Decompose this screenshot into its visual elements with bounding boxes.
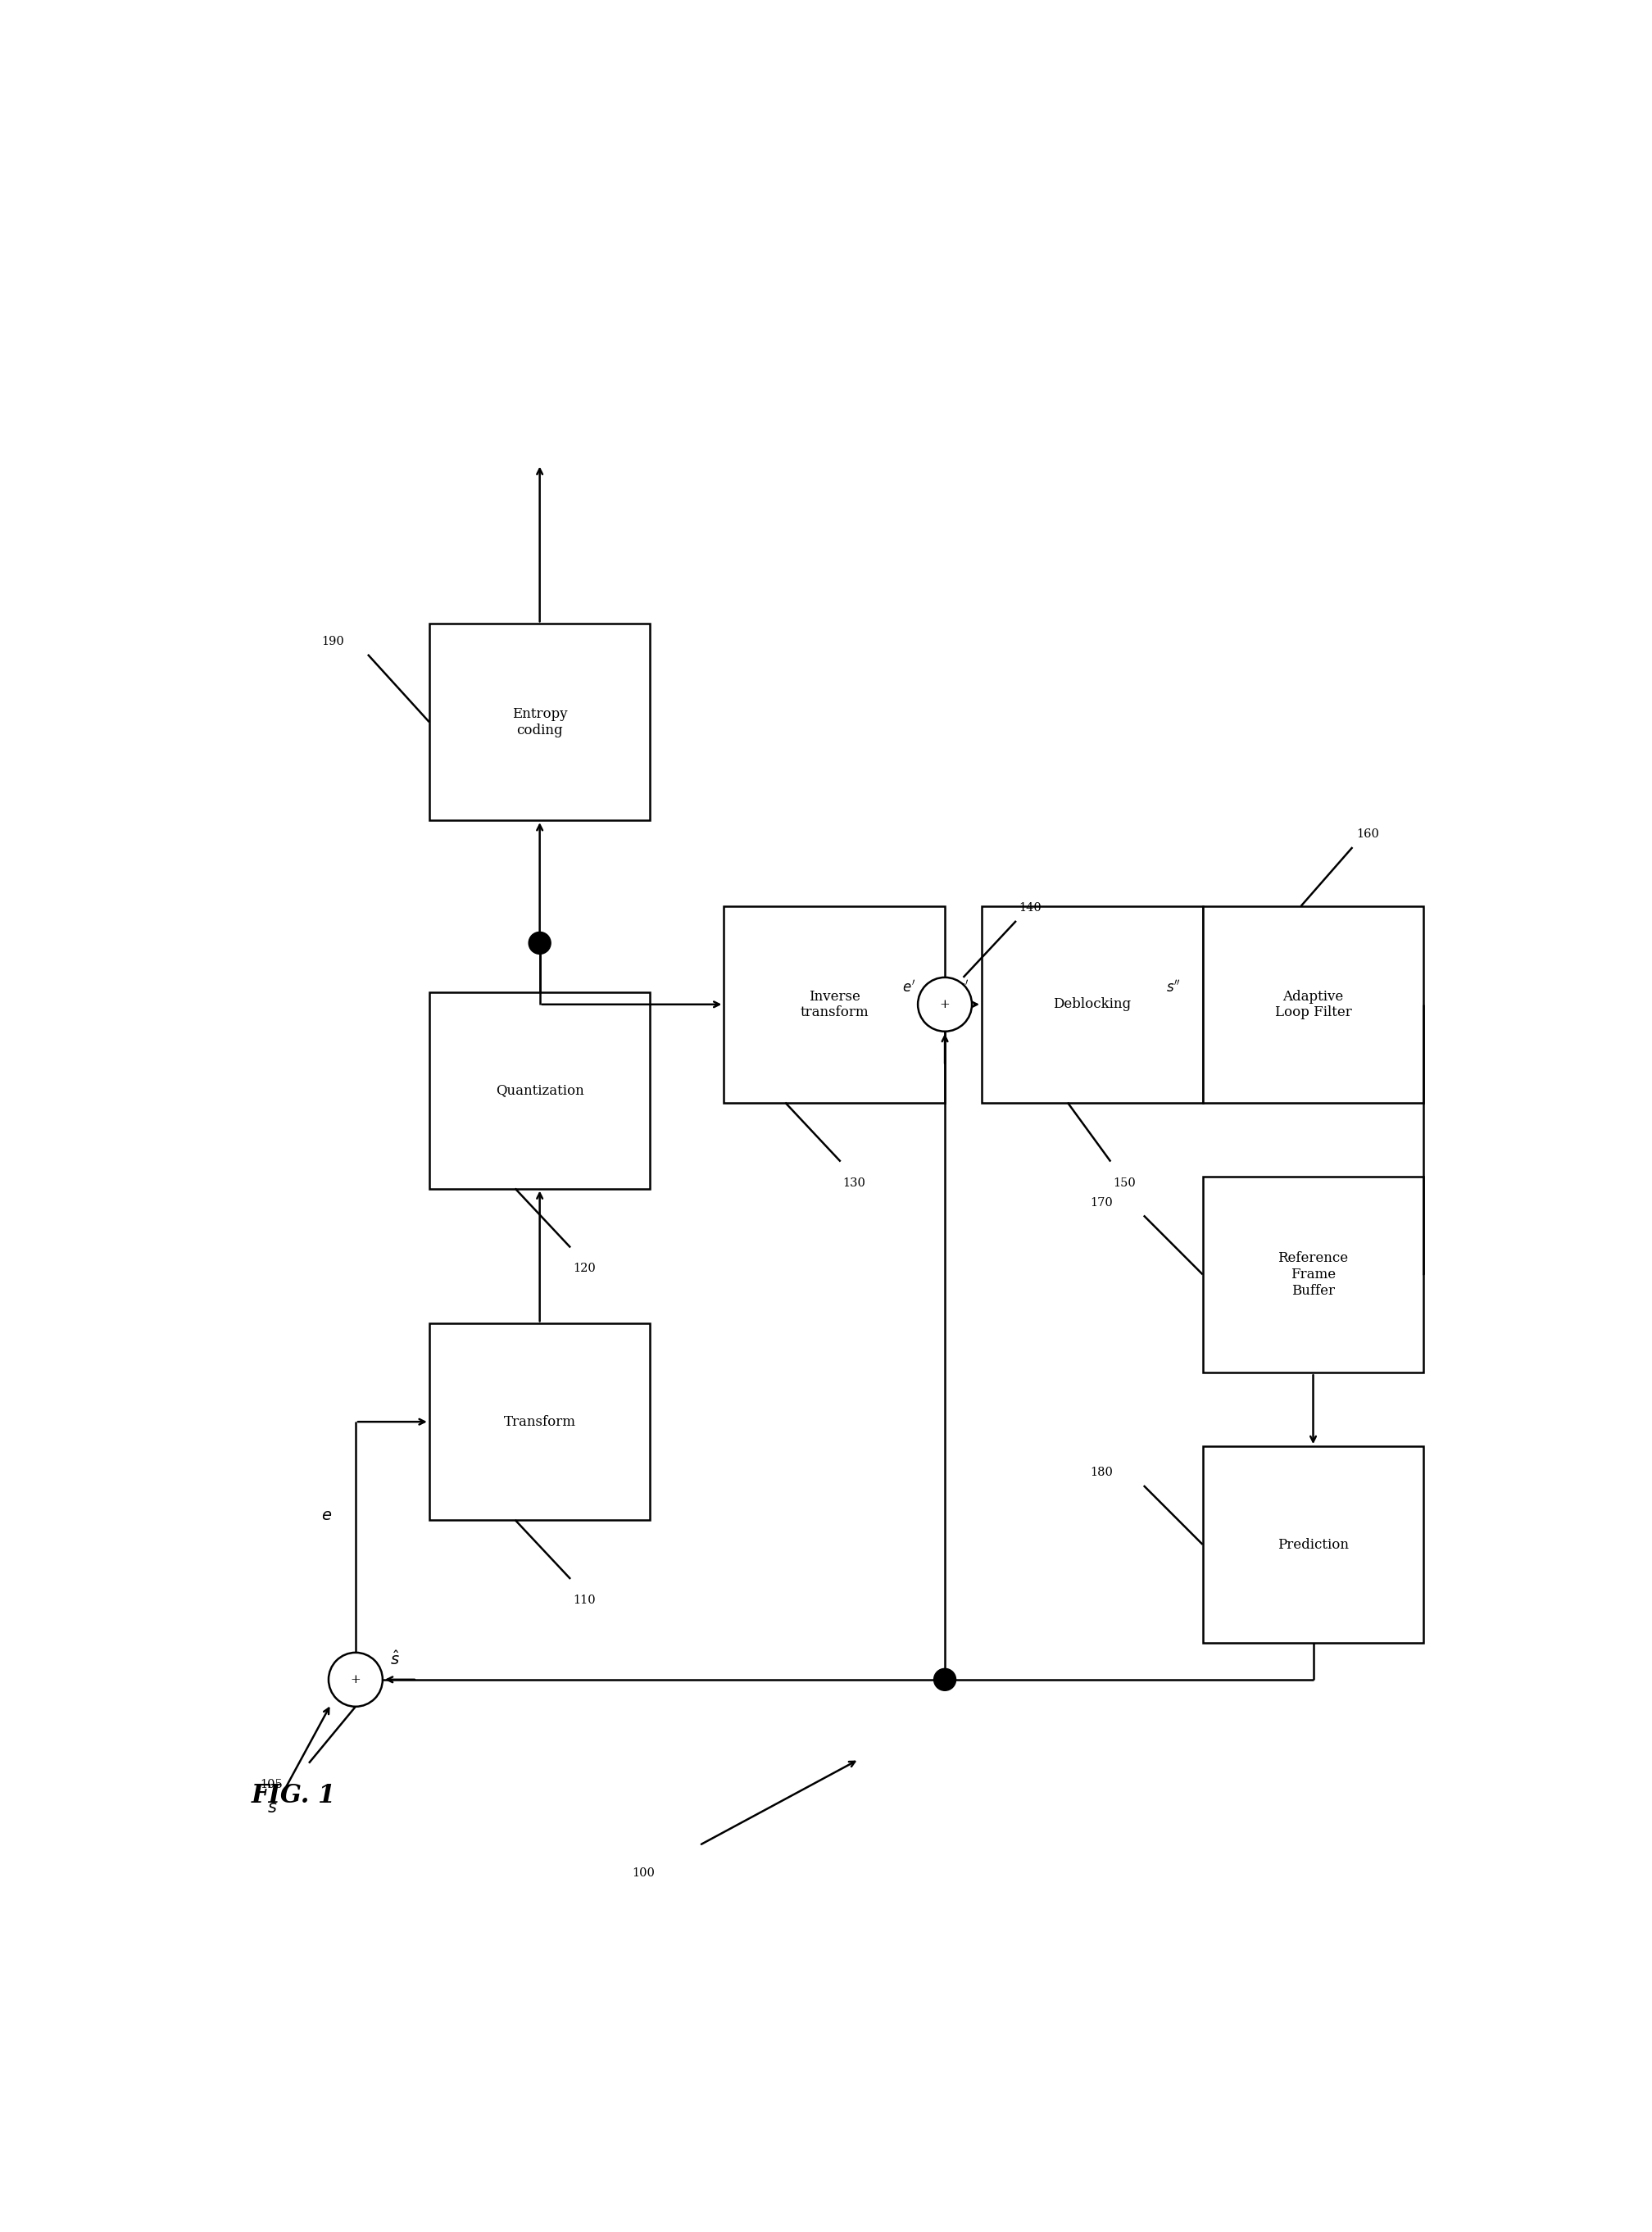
Text: Transform: Transform	[504, 1415, 577, 1428]
Text: $s''$: $s''$	[1166, 980, 1181, 995]
Text: 105: 105	[259, 1779, 282, 1790]
Circle shape	[919, 978, 971, 1031]
Text: 190: 190	[320, 636, 344, 647]
Text: Quantization: Quantization	[496, 1083, 583, 1098]
Bar	[430, 993, 651, 1190]
Text: 130: 130	[843, 1176, 866, 1190]
Text: Deblocking: Deblocking	[1054, 998, 1132, 1011]
Bar	[1203, 906, 1424, 1103]
Text: FIG. 1: FIG. 1	[251, 1783, 335, 1808]
Text: Reference
Frame
Buffer: Reference Frame Buffer	[1279, 1252, 1348, 1297]
Bar	[1203, 1176, 1424, 1373]
Bar	[430, 1324, 651, 1520]
Text: 180: 180	[1090, 1466, 1112, 1478]
Bar	[981, 906, 1203, 1103]
Circle shape	[933, 1670, 957, 1690]
Text: 110: 110	[573, 1594, 595, 1607]
Text: 120: 120	[573, 1263, 596, 1274]
Text: 160: 160	[1356, 828, 1379, 839]
Bar	[724, 906, 945, 1103]
Text: $s$: $s$	[268, 1799, 278, 1815]
Circle shape	[329, 1652, 383, 1707]
Text: Inverse
transform: Inverse transform	[800, 989, 869, 1020]
Text: 100: 100	[631, 1866, 654, 1879]
Text: $e'$: $e'$	[902, 980, 915, 995]
Text: Prediction: Prediction	[1277, 1538, 1348, 1551]
Text: $e$: $e$	[320, 1509, 332, 1522]
Text: +: +	[350, 1674, 360, 1685]
Text: +: +	[940, 998, 950, 1011]
Text: $\hat{s}$: $\hat{s}$	[390, 1649, 400, 1667]
Text: 170: 170	[1090, 1196, 1112, 1208]
Text: $s'$: $s'$	[957, 980, 970, 995]
Bar	[430, 625, 651, 821]
Bar	[1203, 1446, 1424, 1643]
Text: Entropy
coding: Entropy coding	[512, 708, 567, 737]
Circle shape	[529, 933, 550, 953]
Text: 150: 150	[1113, 1176, 1137, 1190]
Text: 140: 140	[1019, 902, 1041, 913]
Text: Adaptive
Loop Filter: Adaptive Loop Filter	[1275, 989, 1351, 1020]
